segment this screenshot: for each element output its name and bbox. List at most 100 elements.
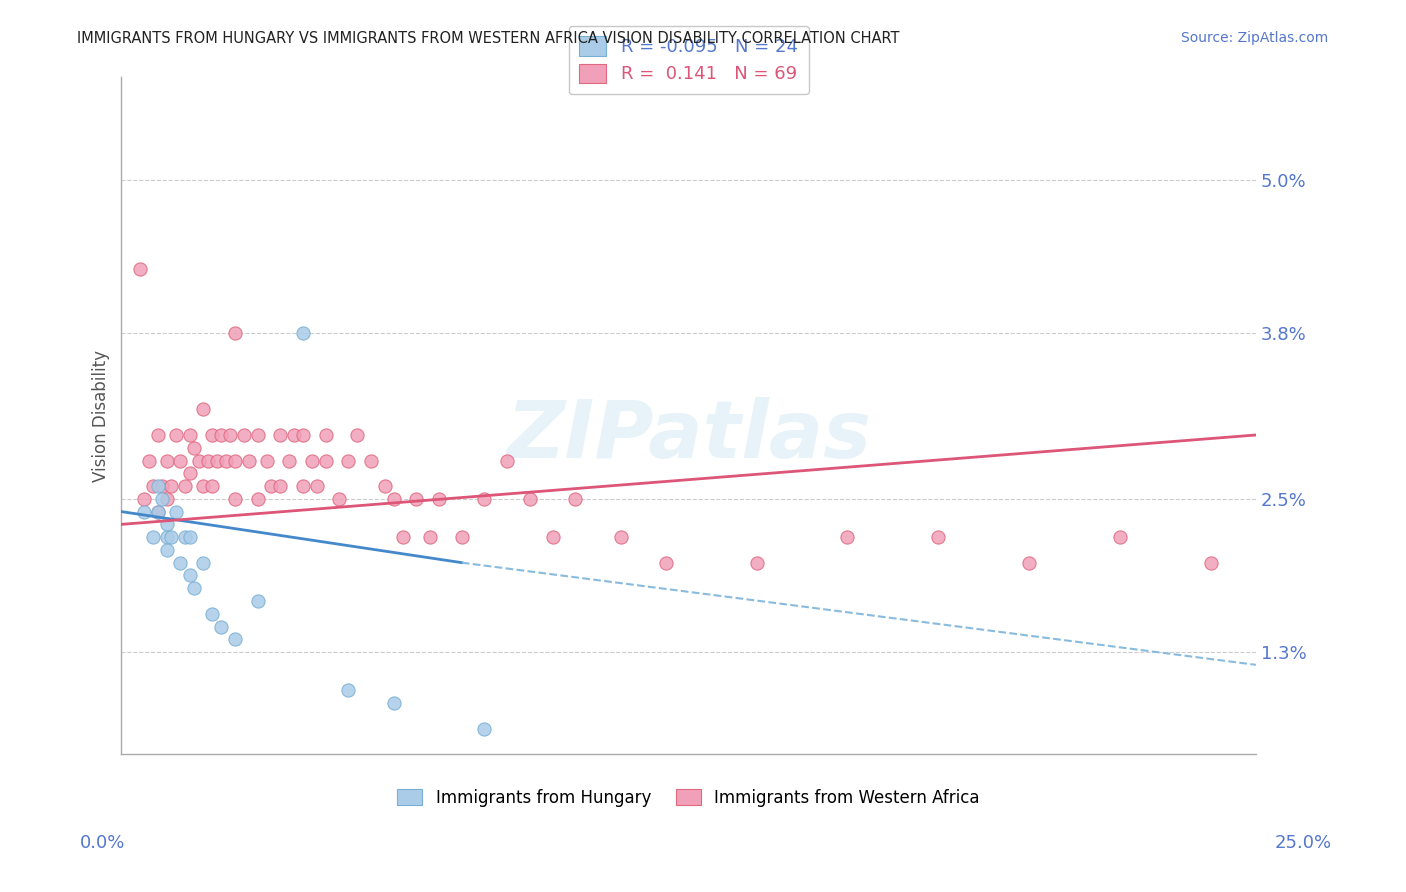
- Point: [450, 530, 472, 544]
- Point: [291, 428, 314, 442]
- Point: [146, 479, 169, 493]
- Point: [160, 530, 183, 544]
- Point: [191, 479, 214, 493]
- Point: [256, 453, 278, 467]
- Legend: Immigrants from Hungary, Immigrants from Western Africa: Immigrants from Hungary, Immigrants from…: [391, 782, 987, 814]
- Point: [209, 428, 232, 442]
- Point: [291, 326, 314, 340]
- Point: [174, 530, 197, 544]
- Point: [209, 619, 232, 633]
- Point: [183, 441, 205, 455]
- Point: [519, 491, 541, 506]
- Point: [382, 491, 405, 506]
- Point: [224, 453, 246, 467]
- Point: [837, 530, 859, 544]
- Point: [291, 479, 314, 493]
- Point: [391, 530, 413, 544]
- Point: [405, 491, 427, 506]
- Text: IMMIGRANTS FROM HUNGARY VS IMMIGRANTS FROM WESTERN AFRICA VISION DISABILITY CORR: IMMIGRANTS FROM HUNGARY VS IMMIGRANTS FR…: [77, 31, 900, 46]
- Point: [224, 491, 246, 506]
- Point: [283, 428, 305, 442]
- Text: ZIPatlas: ZIPatlas: [506, 397, 872, 475]
- Point: [224, 326, 246, 340]
- Point: [474, 491, 496, 506]
- Point: [156, 542, 179, 557]
- Point: [205, 453, 228, 467]
- Point: [146, 505, 169, 519]
- Point: [346, 428, 368, 442]
- Point: [374, 479, 396, 493]
- Point: [360, 453, 382, 467]
- Y-axis label: Vision Disability: Vision Disability: [93, 350, 110, 482]
- Point: [201, 428, 224, 442]
- Point: [1199, 556, 1222, 570]
- Point: [156, 453, 179, 467]
- Point: [541, 530, 564, 544]
- Point: [745, 556, 768, 570]
- Point: [128, 262, 150, 277]
- Point: [337, 453, 360, 467]
- Point: [215, 453, 238, 467]
- Point: [337, 683, 360, 698]
- Point: [564, 491, 586, 506]
- Point: [138, 453, 160, 467]
- Point: [187, 453, 209, 467]
- Point: [165, 505, 187, 519]
- Point: [183, 581, 205, 595]
- Point: [315, 453, 337, 467]
- Point: [496, 453, 519, 467]
- Point: [246, 491, 269, 506]
- Point: [419, 530, 441, 544]
- Point: [197, 453, 219, 467]
- Point: [427, 491, 450, 506]
- Point: [160, 479, 183, 493]
- Point: [278, 453, 301, 467]
- Point: [328, 491, 350, 506]
- Text: 0.0%: 0.0%: [80, 834, 125, 852]
- Point: [301, 453, 323, 467]
- Point: [156, 517, 179, 532]
- Point: [174, 479, 197, 493]
- Point: [134, 491, 156, 506]
- Point: [224, 632, 246, 647]
- Point: [238, 453, 260, 467]
- Point: [179, 428, 201, 442]
- Point: [169, 556, 191, 570]
- Point: [315, 428, 337, 442]
- Point: [382, 696, 405, 710]
- Point: [1018, 556, 1040, 570]
- Point: [269, 479, 291, 493]
- Point: [474, 722, 496, 736]
- Point: [269, 428, 291, 442]
- Point: [655, 556, 678, 570]
- Point: [165, 428, 187, 442]
- Point: [201, 607, 224, 621]
- Point: [134, 505, 156, 519]
- Point: [305, 479, 328, 493]
- Point: [927, 530, 949, 544]
- Point: [156, 491, 179, 506]
- Point: [191, 556, 214, 570]
- Point: [191, 402, 214, 417]
- Point: [260, 479, 283, 493]
- Point: [142, 479, 165, 493]
- Point: [179, 568, 201, 582]
- Point: [201, 479, 224, 493]
- Point: [150, 479, 173, 493]
- Text: Source: ZipAtlas.com: Source: ZipAtlas.com: [1181, 31, 1329, 45]
- Point: [219, 428, 242, 442]
- Point: [1108, 530, 1130, 544]
- Point: [169, 453, 191, 467]
- Point: [179, 467, 201, 481]
- Point: [246, 594, 269, 608]
- Point: [146, 428, 169, 442]
- Point: [156, 530, 179, 544]
- Point: [179, 530, 201, 544]
- Text: 25.0%: 25.0%: [1275, 834, 1331, 852]
- Point: [150, 491, 173, 506]
- Point: [246, 428, 269, 442]
- Point: [142, 530, 165, 544]
- Point: [233, 428, 256, 442]
- Point: [146, 505, 169, 519]
- Point: [609, 530, 631, 544]
